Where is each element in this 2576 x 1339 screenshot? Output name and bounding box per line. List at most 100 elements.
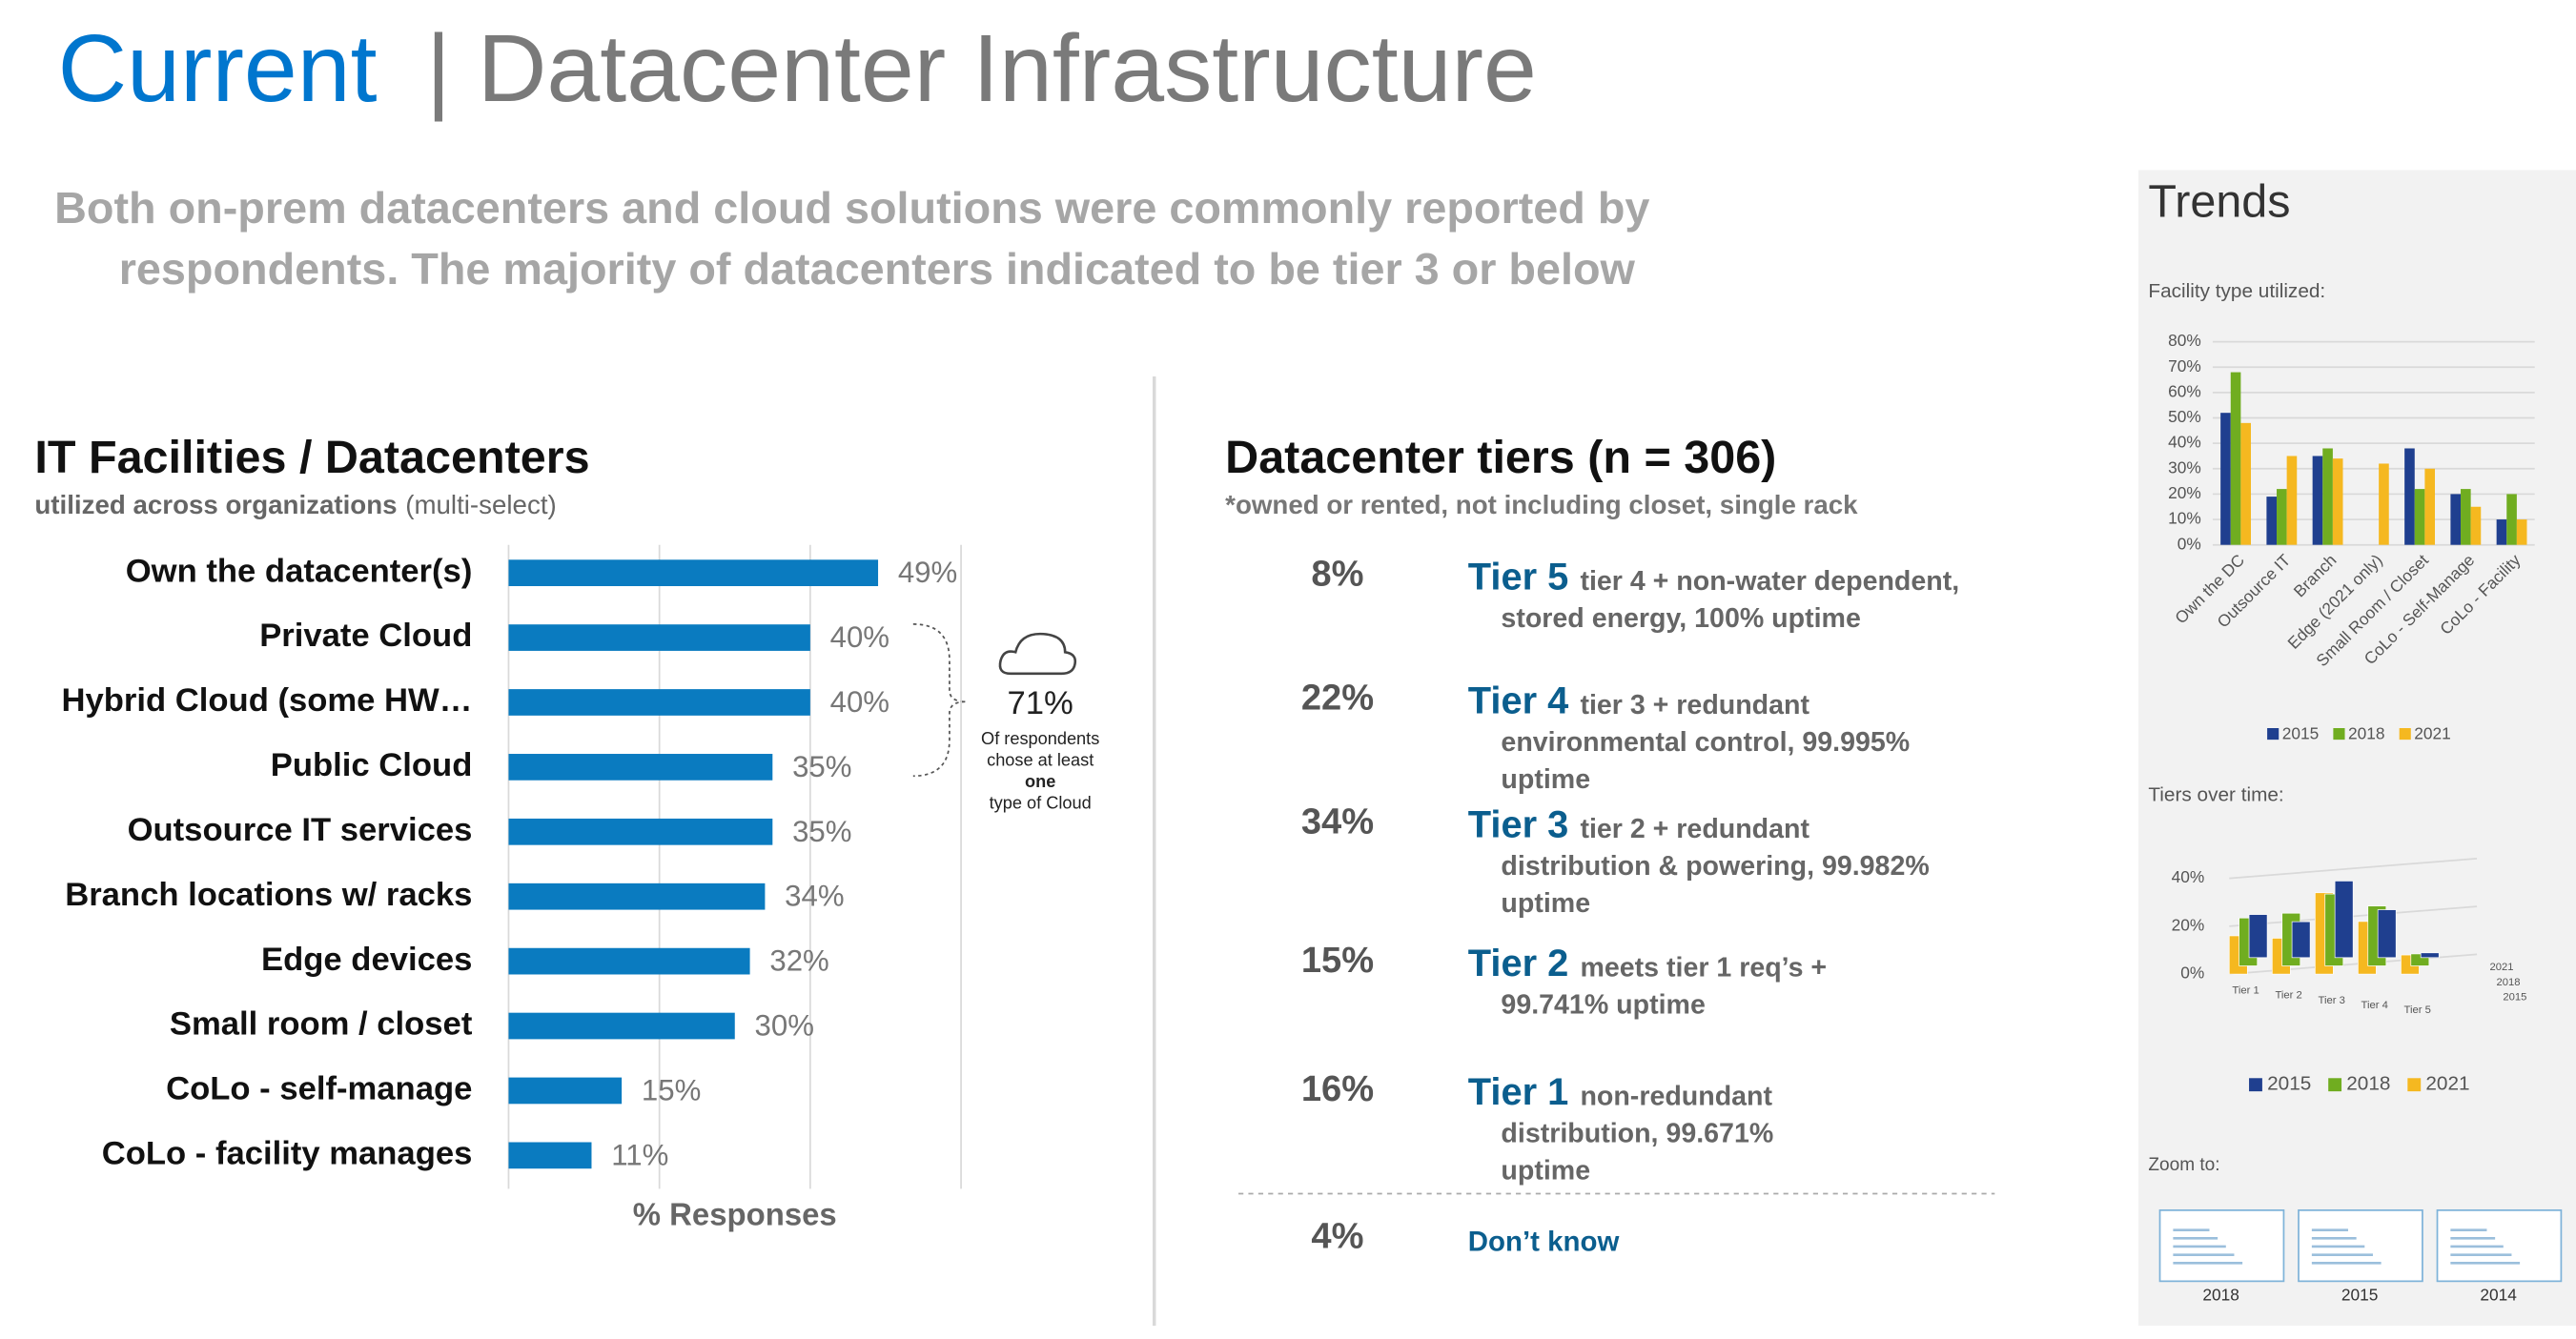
tier-percent: 8% [1311, 555, 1363, 595]
legend-label: 2021 [2414, 724, 2451, 743]
value-label: 15% [642, 1073, 701, 1106]
x-tick-label: Tier 2 [2275, 990, 2301, 1002]
thumbnail-label: 2015 [2341, 1286, 2379, 1305]
bar [2240, 422, 2251, 545]
bar [508, 624, 810, 651]
thumbnail-label: 2014 [2480, 1286, 2517, 1305]
y-tick-label: 30% [2168, 457, 2201, 477]
legend-label: 2015 [2282, 724, 2320, 743]
bar [508, 947, 750, 975]
y-tick-label: CoLo - facility manages [102, 1136, 473, 1172]
x-axis-label: % Responses [633, 1196, 837, 1231]
bar [508, 883, 766, 910]
tier-percent: 22% [1301, 679, 1374, 719]
subtitle-line: Both on-prem datacenters and cloud solut… [54, 183, 1649, 233]
tier-description: environmental control, 99.995% [1501, 727, 1910, 758]
tier-description: uptime [1501, 888, 1590, 919]
y-tick-label: Public Cloud [271, 747, 473, 783]
tier-description: tier 2 + redundant [1580, 814, 1809, 844]
bar [508, 754, 773, 781]
annotation-text: Of respondents [981, 729, 1099, 748]
y-tick-label: Outsource IT services [128, 812, 473, 848]
tier-name: Tier 3 [1468, 803, 1569, 845]
bar [2377, 909, 2397, 959]
legend-swatch [2328, 1078, 2342, 1092]
bracket [912, 622, 967, 778]
annotation-text: type of Cloud [990, 793, 1092, 812]
legend-label: 2018 [2346, 1073, 2390, 1095]
y-tick-label: Small room / closet [170, 1006, 473, 1043]
tier-name: Tier 1 [1468, 1071, 1569, 1113]
bar [508, 1142, 592, 1169]
value-label: 40% [830, 620, 889, 654]
thumbnail-label: 2018 [2202, 1286, 2239, 1305]
bar [2266, 497, 2278, 545]
y-tick-label: 0% [2180, 964, 2204, 983]
value-label: 40% [830, 685, 889, 719]
y-tick-label: 40% [2172, 867, 2205, 886]
bar [2516, 519, 2527, 545]
bar [508, 1077, 623, 1105]
tier-name: Don’t know [1468, 1226, 1620, 1257]
legend-label: 2018 [2348, 724, 2385, 743]
tier-description: distribution & powering, 99.982% [1501, 851, 1929, 882]
y-tick-label: 60% [2168, 381, 2201, 400]
y-tick-label: 80% [2168, 331, 2201, 350]
bar [508, 559, 879, 587]
tiers-title: Datacenter tiers (n = 306) [1225, 432, 1776, 483]
x-tick-label: Tier 4 [2361, 1000, 2388, 1011]
tier-description: non-redundant [1580, 1082, 1772, 1112]
tier-description: uptime [1501, 764, 1590, 795]
y-tick-label: Edge devices [261, 942, 472, 978]
tier-description: distribution, 99.671% [1501, 1119, 1773, 1149]
tier-percent: 16% [1301, 1069, 1374, 1109]
chart-title: IT Facilities / Datacenters [34, 432, 589, 483]
y-tick-label: 70% [2168, 356, 2201, 375]
tier-description: 99.741% uptime [1501, 989, 1705, 1020]
y-tick-label: 0% [2177, 534, 2201, 553]
annotation-text: chose at least [987, 750, 1094, 769]
bar [2450, 494, 2462, 545]
y-tick-label: 40% [2168, 433, 2201, 452]
legend-swatch [2267, 728, 2280, 741]
bar [2334, 881, 2354, 959]
value-label: 34% [785, 880, 844, 913]
legend-label: 2021 [2425, 1073, 2469, 1095]
legend-label: 2015 [2267, 1073, 2311, 1095]
legend-swatch [2333, 728, 2345, 741]
bar [2461, 489, 2471, 545]
title-highlight: Current [58, 15, 378, 122]
chart-subtitle-note: (multi-select) [405, 490, 557, 519]
y-tick-label: 10% [2168, 509, 2201, 528]
x-tick-label: Tier 1 [2232, 984, 2259, 996]
y-tick-label: Hybrid Cloud (some HW… [62, 682, 473, 719]
bar [2496, 519, 2507, 545]
value-label: 49% [898, 556, 957, 589]
tier-name: Tier 2 [1468, 943, 1569, 984]
y-tick-label: 20% [2172, 915, 2205, 934]
annotation-value: 71% [1008, 685, 1073, 721]
y-tick-label: 20% [2168, 483, 2201, 502]
y-tick-label: 50% [2168, 407, 2201, 426]
trends-panel [2138, 170, 2576, 1327]
bar [2414, 489, 2425, 545]
zoom-label: Zoom to: [2148, 1155, 2219, 1175]
bar [2230, 372, 2241, 545]
y-tick-label: Own the datacenter(s) [126, 553, 473, 589]
bar [2286, 456, 2298, 545]
grid-line [2229, 857, 2478, 880]
x-tick-label: Tier 5 [2404, 1004, 2431, 1016]
tier-name: Tier 5 [1468, 557, 1569, 598]
bar [2248, 914, 2268, 959]
value-label: 32% [769, 944, 828, 978]
y-tick-label: CoLo - self-manage [166, 1071, 472, 1107]
y-tick-label: Private Cloud [259, 618, 472, 654]
cloud-icon [998, 632, 1077, 676]
subtitle-line: respondents. The majority of datacenters… [119, 244, 1636, 294]
bar [2322, 448, 2333, 545]
depth-label: 2021 [2490, 962, 2514, 973]
bar [508, 1012, 735, 1040]
tier-description: uptime [1501, 1156, 1590, 1187]
tiers-note: *owned or rented, not including closet, … [1225, 490, 1858, 519]
